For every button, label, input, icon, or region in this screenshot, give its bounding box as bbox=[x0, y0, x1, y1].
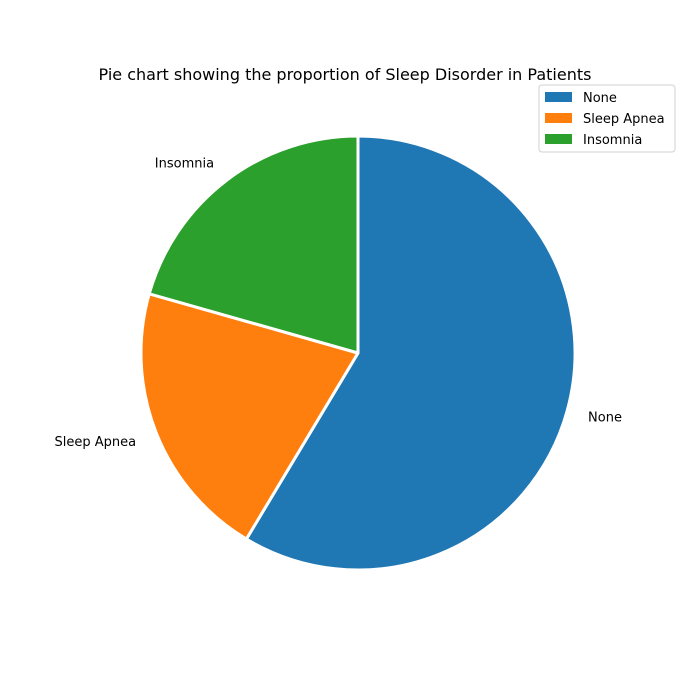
legend: None Sleep Apnea Insomnia bbox=[538, 84, 676, 153]
legend-swatch-sleep-apnea bbox=[545, 113, 572, 123]
slice-label-none: None bbox=[588, 411, 622, 426]
slice-label-insomnia: Insomnia bbox=[155, 157, 214, 172]
legend-label-none: None bbox=[583, 91, 617, 106]
pie-slice-insomnia bbox=[147, 134, 360, 355]
legend-label-sleep-apnea: Sleep Apnea bbox=[583, 112, 665, 127]
legend-label-insomnia: Insomnia bbox=[583, 133, 642, 148]
legend-swatch-insomnia bbox=[545, 134, 572, 144]
legend-frame bbox=[538, 84, 676, 153]
pie-slice-sleep-apnea bbox=[139, 292, 360, 541]
legend-swatch-none bbox=[545, 92, 572, 102]
legend-items: None Sleep Apnea Insomnia bbox=[545, 91, 665, 148]
slice-label-sleep-apnea: Sleep Apnea bbox=[54, 435, 136, 450]
pie-slices bbox=[139, 134, 577, 572]
chart-title: Pie chart showing the proportion of Slee… bbox=[99, 65, 592, 84]
pie-slice-labels: None Sleep Apnea Insomnia bbox=[54, 157, 621, 450]
pie-slice-none bbox=[244, 134, 577, 572]
